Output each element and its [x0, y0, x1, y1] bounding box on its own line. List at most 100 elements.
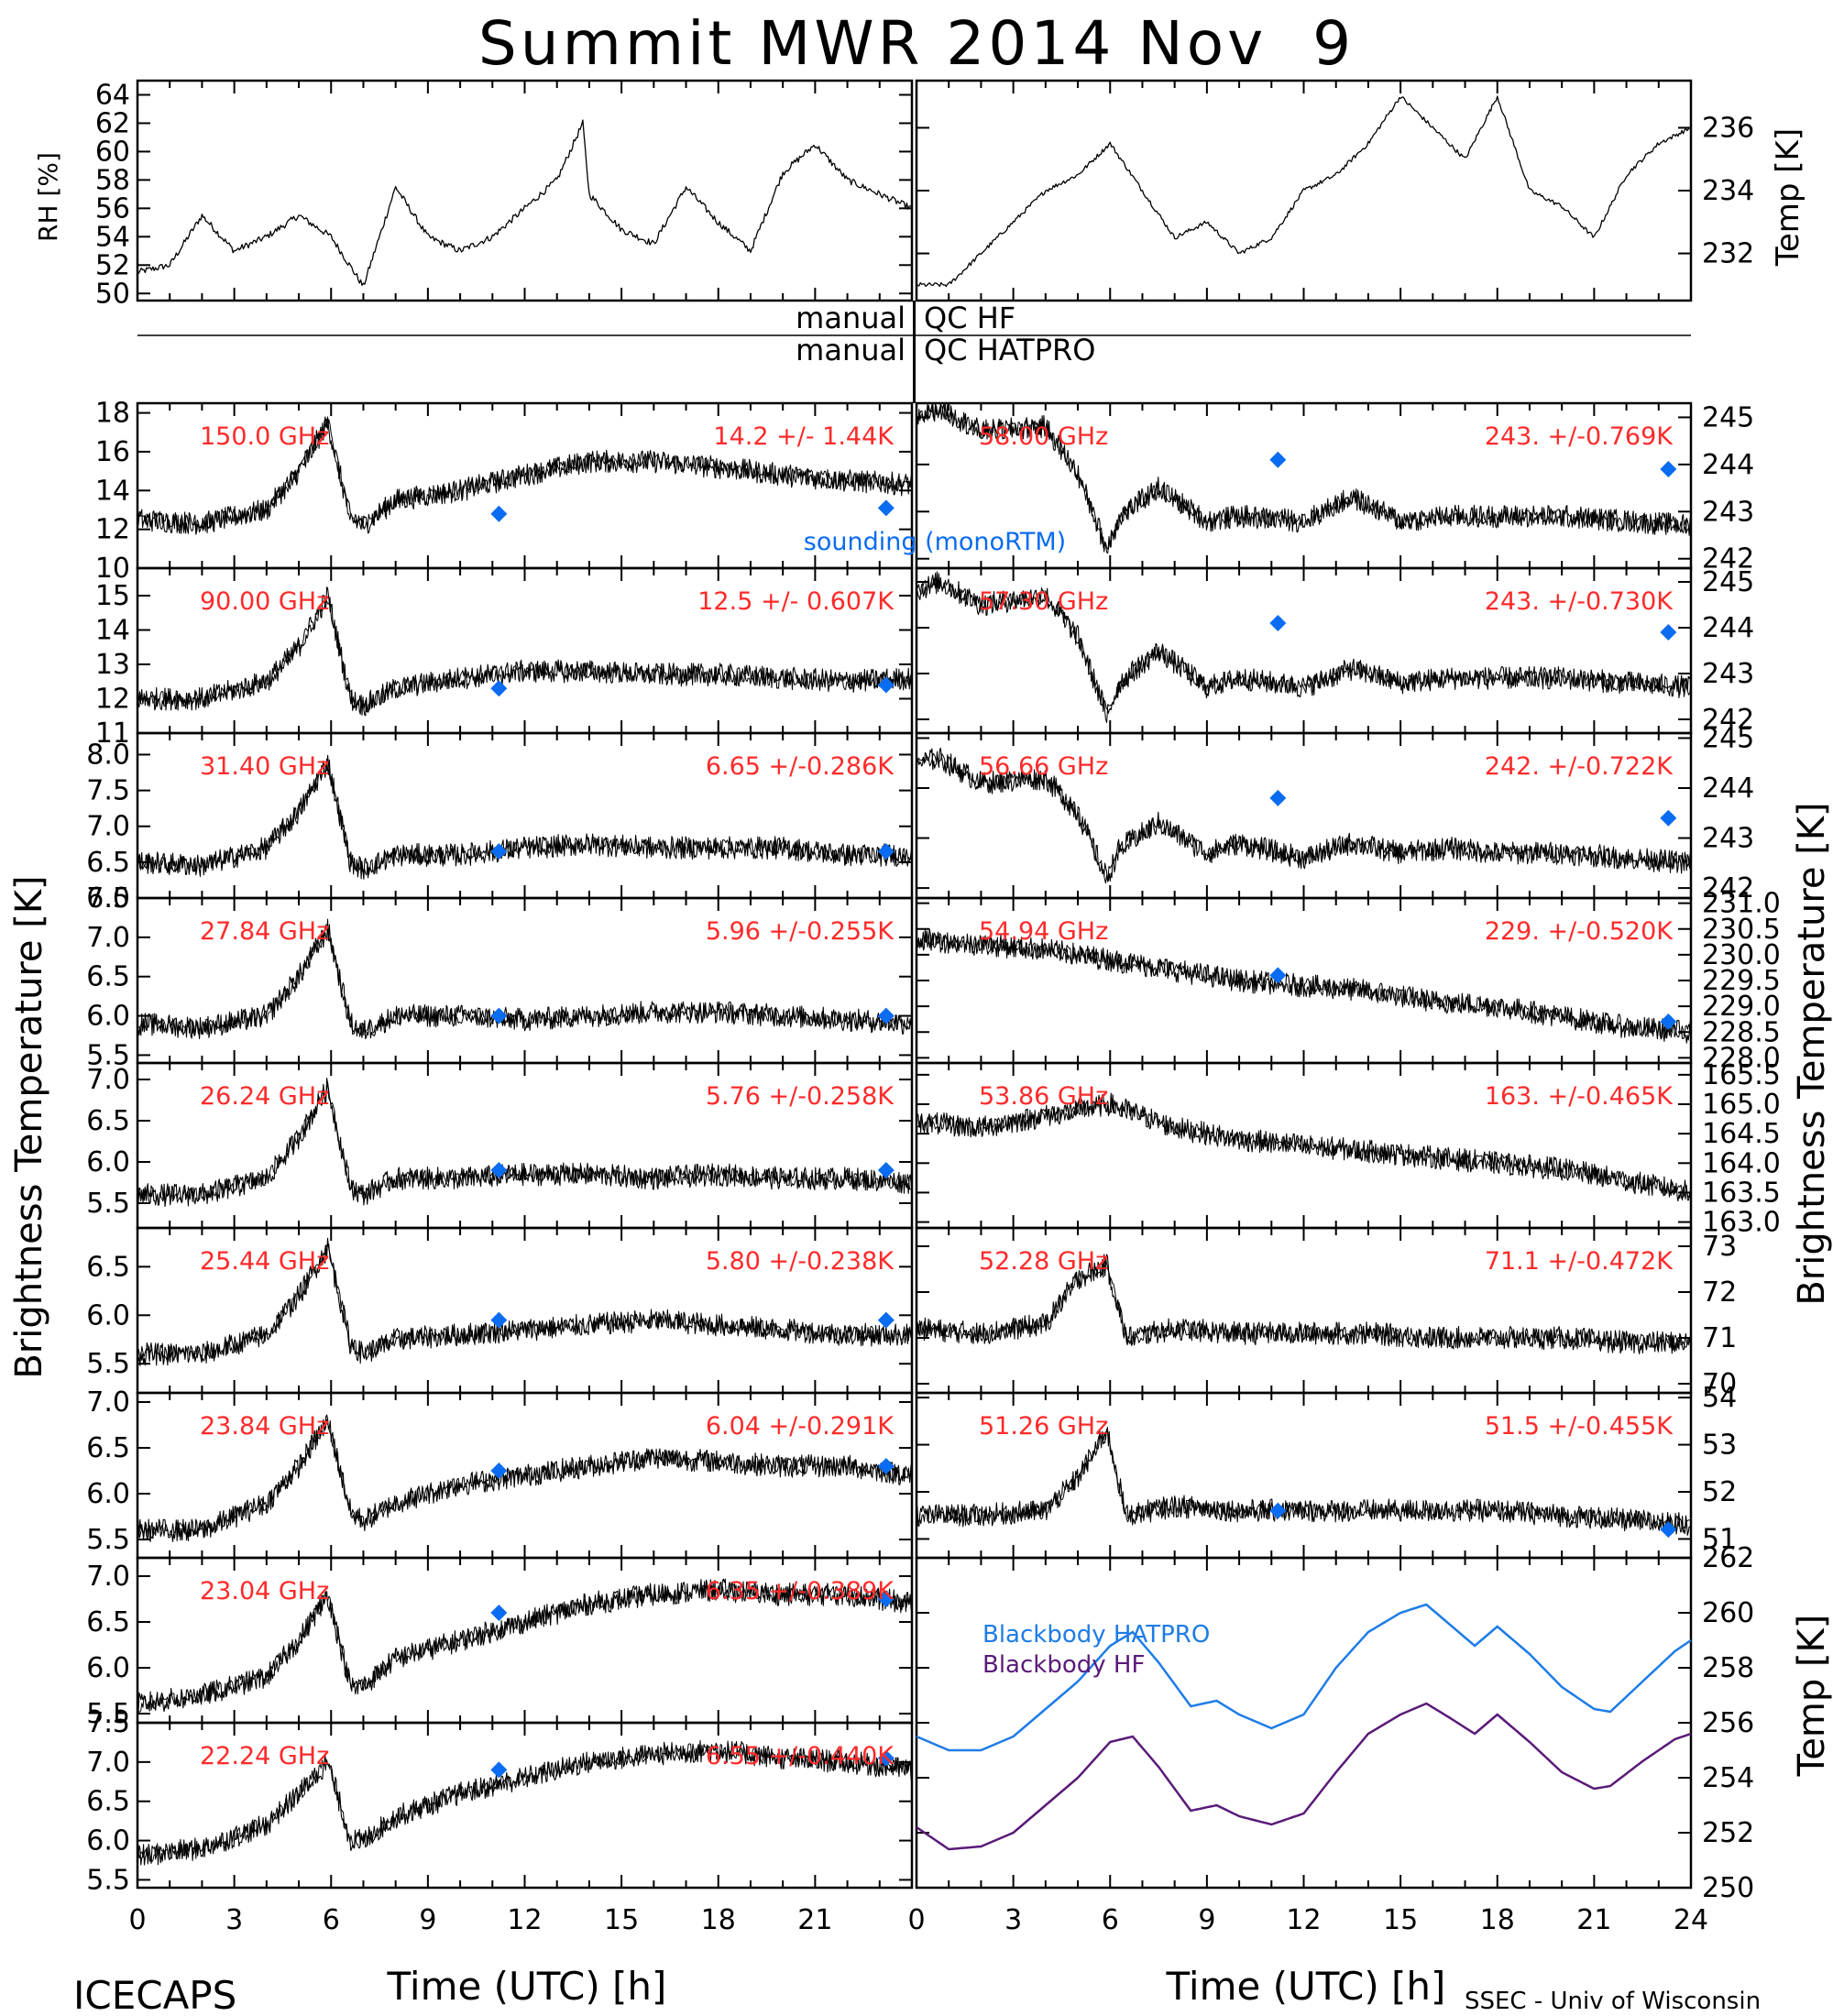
blackbody-ytick-label: 258	[1702, 1652, 1754, 1684]
right-panel-6-ytick-label: 70	[1702, 1368, 1737, 1400]
right-panel-1-stats: 243. +/-0.769K	[1485, 422, 1674, 451]
right-panel-7-trace	[916, 1427, 1692, 1536]
right-panel-1-ytick-label: 245	[1702, 401, 1754, 433]
right-panel-2-ytick-label: 245	[1702, 566, 1754, 598]
left-panel-5-stats: 5.76 +/-0.258K	[706, 1082, 895, 1111]
right-panel-6-ytick-label: 72	[1702, 1276, 1737, 1309]
right-panel-6-stats: 71.1 +/-0.472K	[1485, 1247, 1674, 1276]
left-panel-4-ytick-label: 5.5	[86, 1039, 130, 1071]
right-panel-3-ytick-label: 244	[1702, 772, 1754, 805]
right-panel-7-ytick-label: 53	[1702, 1430, 1737, 1462]
left-panel-7-trace-dense	[137, 1419, 913, 1539]
right-panel-6-ytick-label: 73	[1702, 1231, 1737, 1263]
left-panel-9-ytick-label: 6.0	[86, 1825, 130, 1857]
right-panel-6-trace	[916, 1254, 1692, 1354]
left-panel-9-stats: 6.55 +/-0.440K	[706, 1742, 895, 1770]
right-panel-2-stats: 243. +/-0.730K	[1485, 587, 1674, 616]
blackbody-ytick-label: 254	[1702, 1762, 1754, 1794]
x-axis-label-right: Time (UTC) [h]	[1166, 1964, 1446, 2009]
met-rh-ytick-label: 58	[95, 164, 130, 196]
right-panel-3-sounding-marker-2	[1660, 809, 1677, 827]
right-panel-7-trace-dense	[916, 1428, 1692, 1531]
left-panel-3-sounding-marker-1	[490, 843, 508, 860]
right-panel-1-frequency: 58.00 GHz	[979, 422, 1108, 451]
left-panel-4-ytick-label: 6.5	[86, 961, 130, 993]
left-panel-1-ytick-label: 14	[95, 475, 130, 507]
left-panel-7: 5.5 6.0 6.5 7.0 23.84 GHz 6.04 +/-0.291K	[86, 1386, 914, 1560]
met-rh-ytick-label: 52	[95, 249, 130, 281]
blackbody-panel: 250 252 254 256 258 260 262	[915, 1542, 1754, 1904]
right-panel-5-ytick-label: 163.0	[1702, 1207, 1781, 1239]
right-panel-3-frequency: 56.66 GHz	[979, 752, 1108, 781]
left-panel-8-stats: 6.35 +/-0.389K	[706, 1577, 895, 1605]
left-panel-3-ytick-label: 7.0	[86, 811, 130, 843]
left-panel-4-ytick-label: 7.0	[86, 922, 130, 954]
left-panel-8-trace-dense	[137, 1582, 913, 1713]
right-panel-5-ytick-label: 165.0	[1702, 1089, 1781, 1121]
right-panel-4-ytick-label: 229.5	[1702, 965, 1781, 997]
x-axes: 0 0 3 3 6 6 9 9 12 12 15 15 18 18 21 21 24	[128, 1904, 1708, 1936]
left-panel-2-stats: 12.5 +/- 0.607K	[697, 587, 895, 616]
met-temp-ytick-label: 236	[1702, 112, 1754, 144]
footer-ssec: SSEC - Univ of Wisconsin	[1465, 1988, 1761, 2015]
left-panel-7-ytick-label: 5.5	[86, 1524, 130, 1556]
left-panel-9-ytick-label: 5.5	[86, 1864, 130, 1896]
left-panel-7-sounding-marker-1	[490, 1463, 508, 1479]
blackbody-ylabel: Temp [K]	[1791, 1615, 1833, 1778]
right-panel-2-trace-dense	[916, 577, 1692, 723]
left-panel-2-frequency: 90.00 GHz	[200, 587, 329, 616]
right-panel-4-ytick-label: 231.0	[1702, 888, 1781, 920]
left-panel-3-ytick-label: 6.5	[86, 847, 130, 879]
left-panel-8-sounding-marker-2	[877, 1591, 895, 1607]
met-temp-ytick-label: 234	[1702, 175, 1754, 207]
right-panel-2-trace	[916, 571, 1692, 714]
rh-series-trace	[137, 119, 913, 287]
right-panel-6: 70 71 72 73 52.28 GHz 71.1 +/-0.472K	[915, 1226, 1737, 1400]
left-panel-6-sounding-marker-1	[490, 1311, 508, 1329]
left-panel-8-ytick-label: 7.0	[86, 1561, 130, 1593]
blackbody-hatpro-line	[916, 1603, 1692, 1752]
qc-hatpro-label: QC HATPRO	[924, 333, 1095, 367]
qc-hf-manual-label: manual	[796, 301, 906, 335]
qc-hf-label: QC HF	[924, 301, 1015, 335]
met-rh-ytick-label: 64	[95, 79, 130, 111]
left-panel-2-ytick-label: 13	[95, 649, 130, 681]
left-panel-4-sounding-marker-1	[490, 1007, 508, 1024]
right-panel-3-ytick-label: 243	[1702, 823, 1754, 855]
met-rh-ytick-label: 50	[95, 278, 130, 310]
x-tick-label-left: 0	[128, 1904, 146, 1936]
met-rh-ytick-label: 56	[95, 192, 130, 225]
x-tick-label-left: 18	[701, 1904, 736, 1936]
right-panel-5-stats: 163. +/-0.465K	[1485, 1082, 1674, 1111]
x-tick-label-right: 3	[1004, 1904, 1022, 1936]
left-panel-1-sounding-marker-1	[490, 505, 508, 522]
right-panel-7-frequency: 51.26 GHz	[979, 1412, 1108, 1441]
right-panel-4-trace-dense	[916, 931, 1692, 1040]
left-panel-9-ytick-label: 7.0	[86, 1747, 130, 1779]
right-panel-4-ytick-label: 228.0	[1702, 1042, 1781, 1074]
right-panel-6-frequency: 52.28 GHz	[979, 1247, 1108, 1276]
right-panel-7-sounding-marker-1	[1269, 1502, 1287, 1519]
left-panel-1-trace	[137, 416, 913, 535]
x-tick-label-right: 15	[1383, 1904, 1418, 1936]
left-panel-7-frequency: 23.84 GHz	[200, 1412, 329, 1441]
left-panel-9-ytick-label: 6.5	[86, 1786, 130, 1818]
temp-series-trace	[916, 95, 1692, 288]
right-panel-4-ytick-label: 230.0	[1702, 939, 1781, 971]
blackbody-ytick-label: 252	[1702, 1817, 1754, 1849]
left-panel-1-frequency: 150.0 GHz	[200, 422, 329, 451]
x-tick-label-left: 9	[419, 1904, 436, 1936]
left-panel-8: 5.5 6.0 6.5 7.0 23.04 GHz 6.35 +/-0.389K	[86, 1556, 914, 1730]
blackbody-ytick-label: 250	[1702, 1872, 1754, 1904]
left-panel-8-frequency: 23.04 GHz	[200, 1577, 329, 1605]
left-panel-8-ytick-label: 6.0	[86, 1652, 130, 1684]
left-panel-5-ytick-label: 6.5	[86, 1105, 130, 1137]
met-rh-ytick-label: 54	[95, 221, 130, 253]
left-panel-3-ytick-label: 7.5	[86, 775, 130, 807]
left-panel-9: 5.5 6.0 6.5 7.0 7.5 22.24 GHz 6.55 +/-0.440K	[86, 1707, 914, 1896]
blackbody-hf-line	[916, 1702, 1692, 1851]
left-panel-6-ytick-label: 5.5	[86, 1348, 130, 1380]
qc-hatpro-manual-label: manual	[796, 333, 906, 367]
